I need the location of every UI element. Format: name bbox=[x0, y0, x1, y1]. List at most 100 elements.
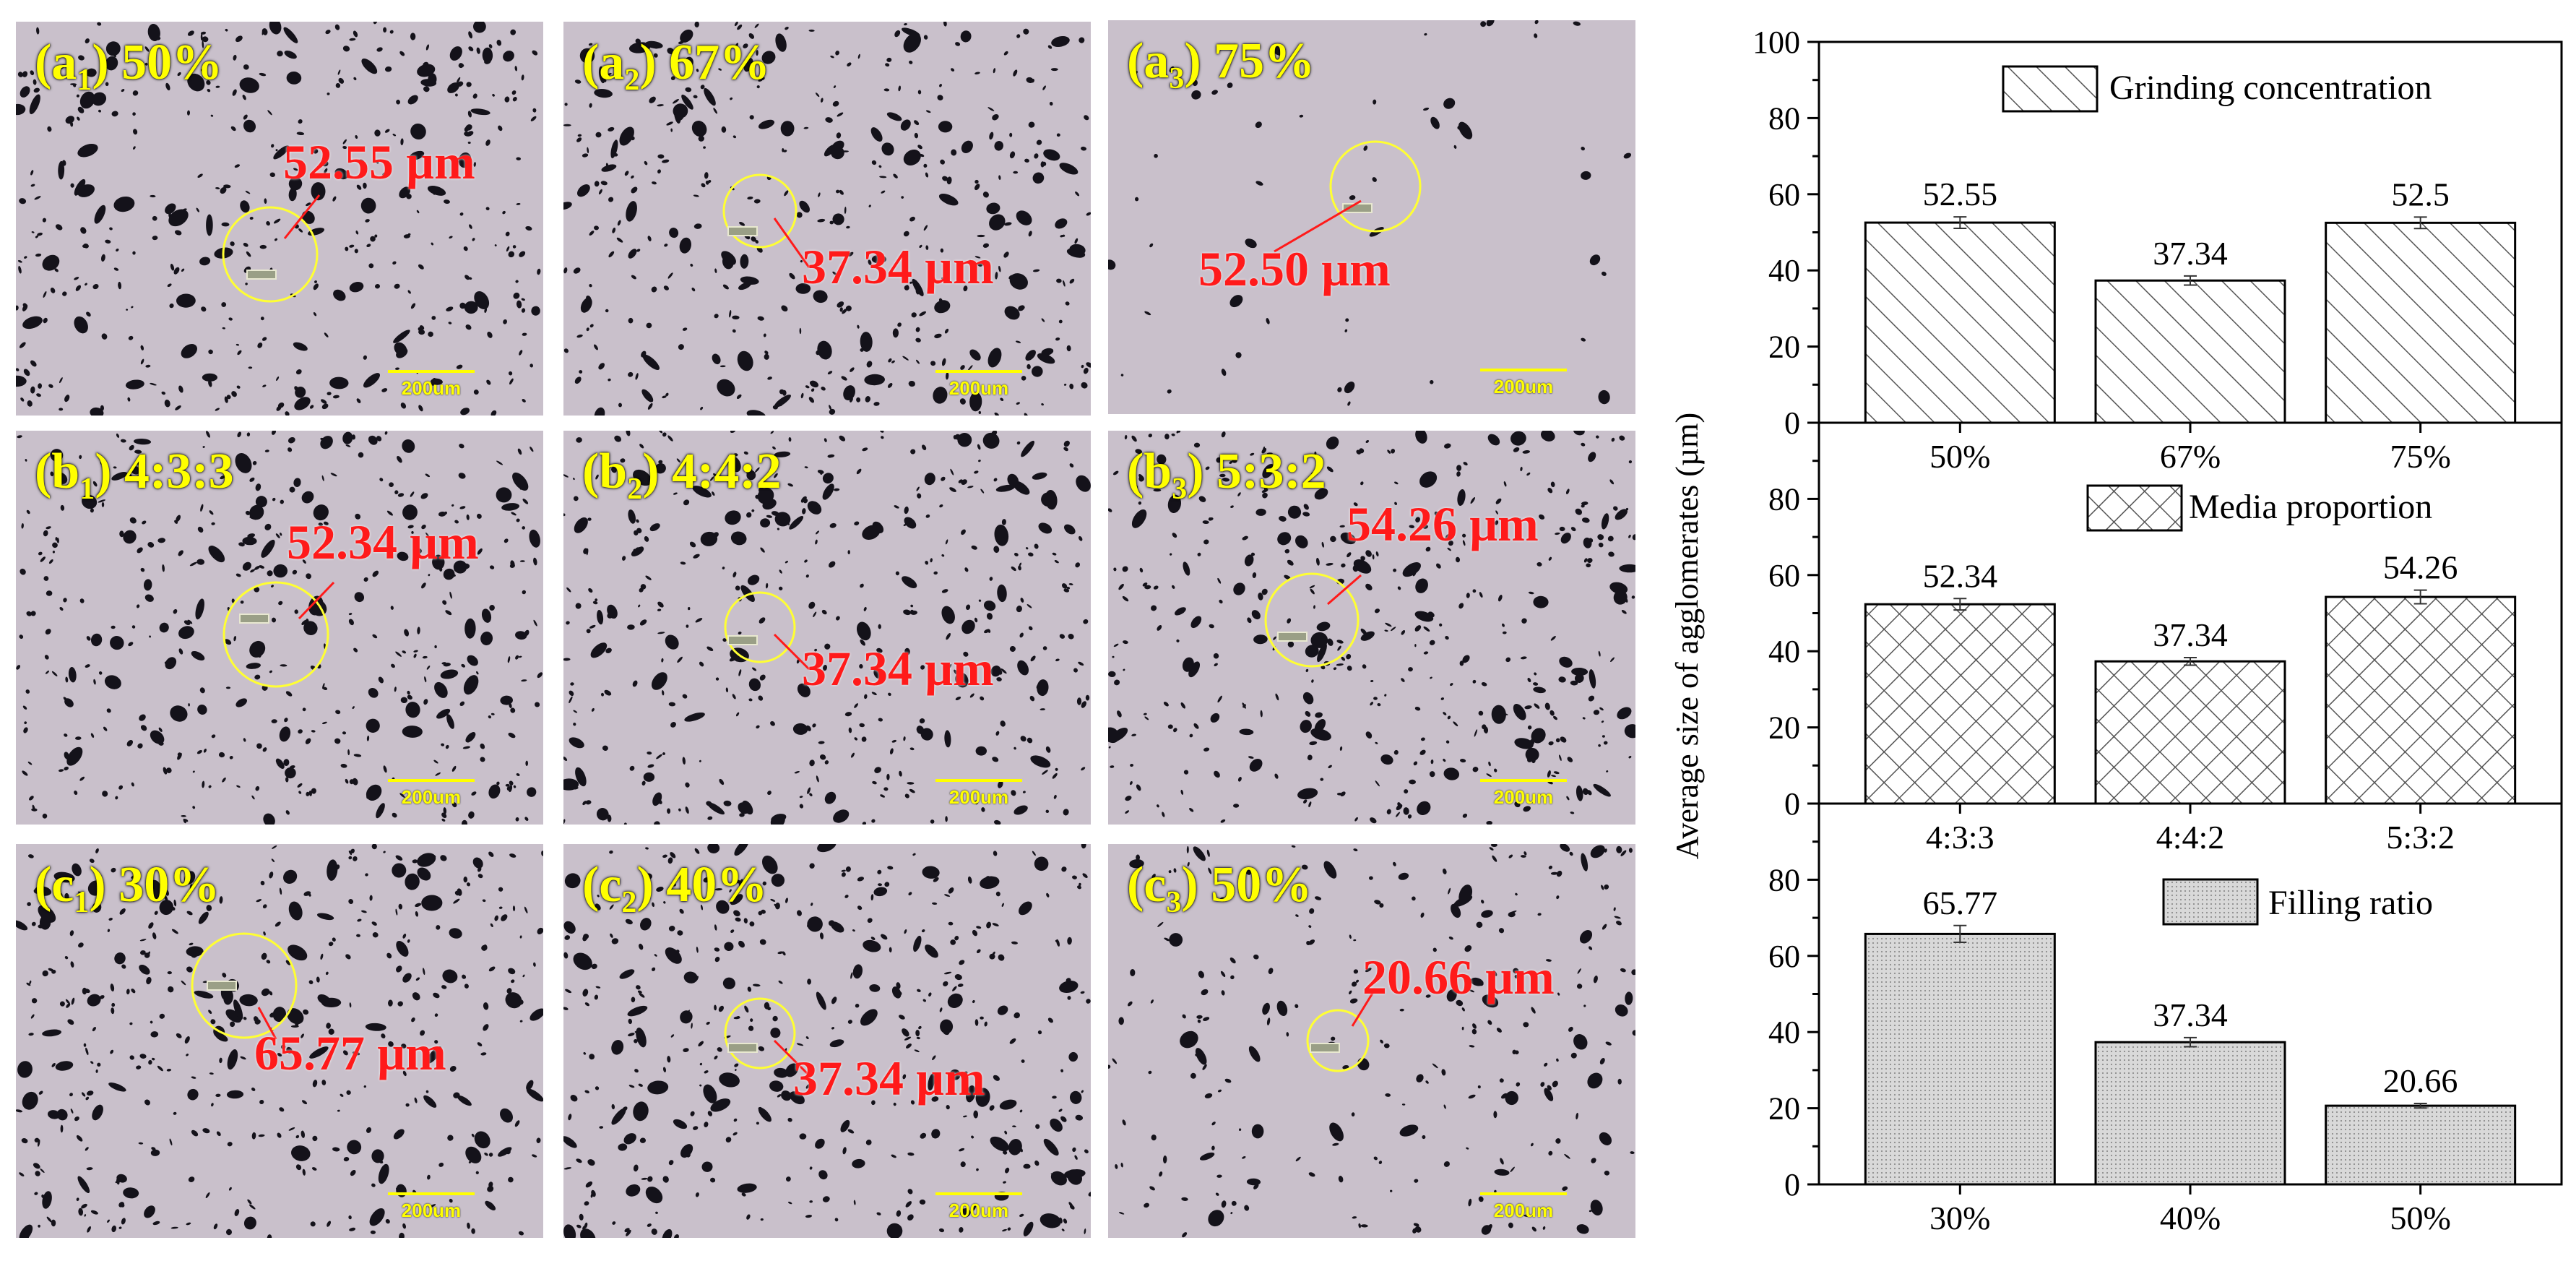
y-tick-label: 20 bbox=[1768, 330, 1800, 365]
micrograph-panel-a3: (a3) 75% 52.50 µm 200um bbox=[1108, 20, 1635, 414]
particle-texture bbox=[1108, 20, 1632, 406]
panel-label: (b3) 5:3:2 bbox=[1127, 444, 1326, 506]
scale-bar-label: 200um bbox=[401, 1200, 462, 1221]
highlight-circle bbox=[724, 997, 796, 1069]
scale-bar-label: 200um bbox=[948, 1200, 1009, 1221]
highlight-circle bbox=[1264, 572, 1360, 668]
bar bbox=[1864, 221, 2056, 424]
bar bbox=[2325, 221, 2517, 424]
highlight-circle bbox=[222, 206, 319, 303]
bar bbox=[2325, 595, 2517, 805]
particle-texture bbox=[1108, 431, 1635, 825]
scale-bar: 200um bbox=[388, 370, 475, 400]
data-label: 65.77 bbox=[1923, 885, 1998, 921]
pointer-line bbox=[283, 194, 321, 239]
y-tick-label: 20 bbox=[1768, 710, 1800, 746]
bar bbox=[1864, 603, 2056, 805]
pointer-line bbox=[773, 218, 811, 268]
x-tick-label: 5:3:2 bbox=[2386, 819, 2455, 856]
y-tick-label: 40 bbox=[1768, 634, 1800, 669]
x-tick-label: 75% bbox=[2390, 438, 2451, 475]
data-label: 37.34 bbox=[2153, 235, 2228, 272]
y-tick-label: 80 bbox=[1768, 100, 1800, 136]
measurement-marker bbox=[1310, 1043, 1340, 1053]
scale-bar: 200um bbox=[935, 1192, 1022, 1222]
x-tick-label: 50% bbox=[2390, 1200, 2451, 1236]
y-tick-label: 80 bbox=[1768, 862, 1800, 898]
y-tick-label: 0 bbox=[1784, 405, 1800, 441]
highlight-circle bbox=[724, 591, 796, 663]
particle-texture bbox=[16, 431, 543, 825]
micrograph-grid: (a1) 50% 52.55 µm 200um (a2) 67% 37.34 µm 200… bbox=[16, 20, 1635, 1238]
particle-texture bbox=[563, 22, 1091, 416]
panel-label: (a2) 67% bbox=[582, 35, 771, 97]
pointer-line bbox=[257, 1007, 277, 1040]
x-tick-label: 4:3:3 bbox=[1926, 819, 1994, 856]
data-label: 37.34 bbox=[2153, 997, 2228, 1033]
data-label: 52.34 bbox=[1923, 557, 1998, 594]
measurement-label: 65.77 µm bbox=[254, 1025, 446, 1080]
particle-texture bbox=[1108, 844, 1635, 1238]
micrograph-panel-b2: (b2) 4:4:2 37.34 µm 200um bbox=[563, 431, 1091, 825]
scale-bar: 200um bbox=[1480, 369, 1567, 398]
micrograph-panel-b3: (b3) 5:3:2 54.26 µm 200um bbox=[1108, 431, 1635, 825]
legend-label: Grinding concentration bbox=[2109, 69, 2432, 107]
bar bbox=[2094, 660, 2286, 805]
y-tick-label: 20 bbox=[1768, 1091, 1800, 1127]
x-tick-label: 40% bbox=[2160, 1200, 2221, 1236]
highlight-circle bbox=[191, 932, 298, 1039]
scale-bar: 200um bbox=[1480, 779, 1567, 809]
particle-texture bbox=[16, 844, 543, 1238]
data-label: 20.66 bbox=[2383, 1062, 2458, 1099]
measurement-marker bbox=[207, 981, 237, 991]
measurement-marker bbox=[1277, 632, 1308, 642]
pointer-line bbox=[773, 633, 811, 671]
bar bbox=[2094, 279, 2286, 424]
measurement-marker bbox=[239, 614, 269, 624]
particle-texture bbox=[16, 22, 541, 416]
legend-swatch bbox=[2162, 878, 2259, 926]
y-tick-label: 100 bbox=[1752, 25, 1800, 60]
bar bbox=[2325, 1104, 2517, 1186]
scale-bar-label: 200um bbox=[401, 786, 462, 808]
measurement-label: 20.66 µm bbox=[1362, 950, 1555, 1004]
pointer-line bbox=[1274, 199, 1362, 253]
x-tick-label: 30% bbox=[1929, 1200, 1990, 1236]
panel-label: (b2) 4:4:2 bbox=[582, 444, 782, 506]
measurement-marker bbox=[727, 635, 758, 645]
bar bbox=[2094, 1041, 2286, 1186]
scale-bar-label: 200um bbox=[1493, 786, 1554, 808]
measurement-label: 52.34 µm bbox=[287, 515, 479, 569]
data-label: 54.26 bbox=[2383, 549, 2458, 586]
bar bbox=[1864, 932, 2056, 1186]
y-tick-label: 0 bbox=[1784, 786, 1800, 822]
pointer-line bbox=[1351, 988, 1377, 1027]
panel-label: (a1) 50% bbox=[35, 35, 223, 97]
highlight-circle bbox=[222, 581, 329, 688]
scale-bar-label: 200um bbox=[1493, 1200, 1554, 1221]
y-tick-label: 60 bbox=[1768, 558, 1800, 593]
legend-swatch bbox=[2002, 65, 2099, 113]
pointer-line bbox=[298, 581, 335, 620]
data-label: 52.55 bbox=[1923, 176, 1998, 212]
data-label: 52.5 bbox=[2391, 176, 2450, 212]
measurement-marker bbox=[727, 226, 758, 236]
panel-label: (c2) 40% bbox=[582, 857, 768, 919]
scale-bar-label: 200um bbox=[401, 377, 462, 399]
measurement-label: 54.26 µm bbox=[1347, 496, 1539, 551]
panel-label: (c1) 30% bbox=[35, 857, 220, 919]
bar-chart: Average size of agglomerates (µm) 0 20 40 6… bbox=[1669, 25, 2563, 1236]
y-tick-label: 60 bbox=[1768, 177, 1800, 212]
scale-bar: 200um bbox=[388, 1192, 475, 1222]
measurement-label: 37.34 µm bbox=[793, 1051, 985, 1106]
panel-label: (a3) 75% bbox=[1127, 33, 1315, 95]
micrograph-panel-a2: (a2) 67% 37.34 µm 200um bbox=[563, 22, 1091, 416]
highlight-circle bbox=[1329, 140, 1422, 233]
y-tick-label: 60 bbox=[1768, 939, 1800, 974]
measurement-marker bbox=[727, 1043, 758, 1053]
legend-label: Media proportion bbox=[2189, 488, 2432, 526]
micrograph-panel-c1: (c1) 30% 65.77 µm 200um bbox=[16, 844, 543, 1238]
legend-swatch bbox=[2086, 484, 2183, 532]
scale-bar: 200um bbox=[1480, 1192, 1567, 1222]
highlight-circle bbox=[1306, 1009, 1370, 1072]
